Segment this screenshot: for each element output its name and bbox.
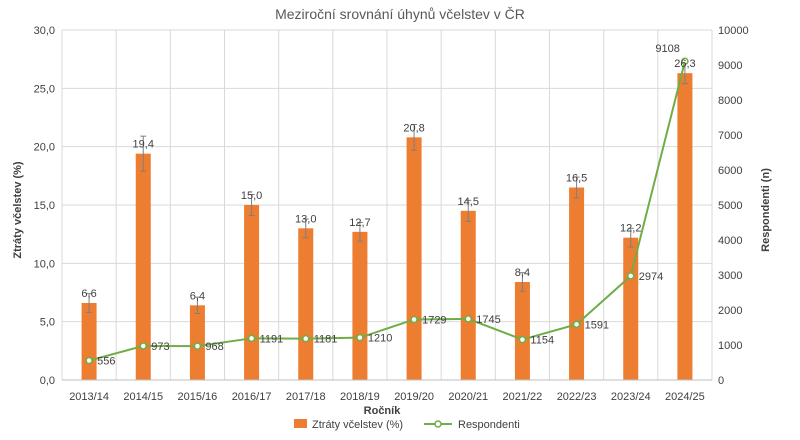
x-tick-label: 2022/23 (557, 391, 597, 403)
y-tick-label: 5,0 (40, 317, 55, 329)
y2-tick-label: 4000 (718, 235, 742, 247)
y2-tick-label: 3000 (718, 270, 742, 282)
bar-label: 13,0 (295, 213, 316, 225)
bar (677, 73, 693, 381)
bar-label: 16,5 (566, 173, 587, 185)
y2-tick-label: 9000 (718, 60, 742, 72)
bar-label: 6,6 (81, 288, 96, 300)
y-tick-label: 25,0 (34, 83, 55, 95)
chart-title: Meziroční srovnání úhynů včelstev v ČR (275, 6, 525, 22)
axes: 0,0 5,0 10,0 15,0 20,0 25,0 30,0 0 1000 2000 3000 4… (34, 25, 749, 403)
bar (514, 282, 530, 380)
bar (406, 137, 422, 380)
y2-tick-label: 5000 (718, 200, 742, 212)
line-label: 1729 (422, 314, 446, 326)
line-label: 1191 (260, 333, 284, 345)
x-tick-label: 2024/25 (665, 391, 705, 403)
line-label: 973 (151, 341, 169, 353)
x-tick-label: 2015/16 (178, 391, 218, 403)
y2-tick-label: 2000 (718, 305, 742, 317)
x-tick-label: 2021/22 (503, 391, 543, 403)
bar (569, 187, 585, 380)
bar (135, 153, 151, 380)
bar (623, 237, 639, 380)
bar (352, 231, 368, 380)
line-point (247, 334, 256, 343)
line-point (356, 333, 364, 342)
y-tick-label: 30,0 (34, 25, 55, 37)
line-point (139, 342, 147, 350)
y-tick-label: 20,0 (34, 142, 55, 154)
bar (298, 228, 314, 380)
x-tick-label: 2020/21 (448, 391, 488, 403)
line-series (85, 57, 689, 365)
legend-marker-line (434, 420, 442, 428)
y2-tick-label: 8000 (718, 95, 742, 107)
line-label: 1154 (530, 335, 554, 347)
x-tick-label: 2016/17 (232, 391, 272, 403)
y2-tick-label: 10000 (718, 25, 749, 37)
y2-tick-label: 7000 (718, 130, 742, 142)
line-label: 2974 (639, 271, 663, 283)
line-point (572, 320, 581, 329)
respondenti-line (88, 60, 686, 362)
data-labels: 6,6 19,4 6,4 15,0 13,0 12,7 20,8 14,5 8,4 16,5 12,… (81, 43, 695, 367)
bar-label: 26,3 (674, 58, 695, 70)
bar-label: 12,2 (620, 223, 641, 235)
line-label: 1181 (314, 334, 338, 346)
legend-label-line: Respondenti (458, 419, 520, 431)
y-tick-label: 0,0 (40, 375, 55, 387)
bar (81, 303, 97, 380)
bar-label: 14,5 (458, 196, 479, 208)
line-label: 1591 (585, 319, 609, 331)
line-point (193, 342, 202, 350)
bar-label: 12,7 (349, 217, 370, 229)
line-point (627, 272, 635, 280)
line-point (410, 315, 418, 324)
line-point (518, 335, 527, 344)
line-label: 1745 (476, 314, 500, 326)
line-point (85, 356, 93, 365)
x-tick-label: 2018/19 (340, 391, 380, 403)
line-label: 556 (97, 356, 115, 368)
y2-tick-label: 0 (718, 375, 724, 387)
bar (244, 205, 260, 380)
x-tick-label: 2019/20 (394, 391, 434, 403)
legend: Ztráty včelstev (%) Respondenti (294, 419, 520, 431)
bar-label: 8,4 (515, 267, 530, 279)
bar-label: 20,8 (403, 122, 424, 134)
y2-axis-title: Respondenti (n) (760, 168, 772, 252)
line-point (302, 334, 310, 343)
line-label: 1210 (368, 333, 392, 345)
bar-label: 19,4 (133, 139, 154, 151)
x-axis-title: Ročník (364, 405, 402, 417)
y-axis-title: Ztráty včelstev (%) (12, 161, 24, 259)
y-tick-label: 15,0 (34, 200, 55, 212)
legend-swatch-bar (294, 419, 307, 428)
line-label: 9108 (655, 43, 679, 55)
y2-tick-label: 6000 (718, 165, 742, 177)
x-tick-label: 2017/18 (286, 391, 326, 403)
grid (61, 29, 713, 381)
line-label: 968 (205, 341, 223, 353)
bar-label: 6,4 (190, 290, 205, 302)
bar-label: 15,0 (241, 190, 262, 202)
y2-tick-label: 1000 (718, 340, 742, 352)
bars (81, 73, 693, 381)
bar (460, 210, 476, 380)
x-tick-label: 2013/14 (69, 391, 109, 403)
legend-label-bar: Ztráty včelstev (%) (312, 419, 403, 431)
line-point (464, 315, 472, 323)
x-tick-label: 2023/24 (611, 391, 651, 403)
x-tick-label: 2014/15 (123, 391, 163, 403)
y-tick-label: 10,0 (34, 258, 55, 270)
line-point (681, 57, 689, 65)
